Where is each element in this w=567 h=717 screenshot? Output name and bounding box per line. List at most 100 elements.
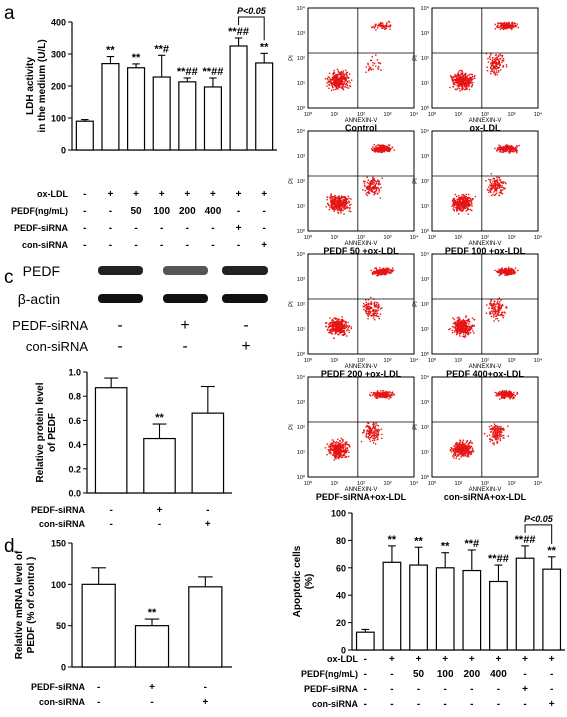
event-dot bbox=[372, 191, 374, 193]
event-dot bbox=[467, 455, 470, 457]
event-dot bbox=[345, 198, 348, 200]
event-dot bbox=[328, 84, 331, 86]
event-dot bbox=[348, 455, 350, 458]
event-dot bbox=[332, 448, 334, 450]
event-dot bbox=[462, 454, 464, 456]
event-dot bbox=[499, 184, 502, 186]
event-dot bbox=[372, 308, 374, 311]
event-dot bbox=[462, 80, 465, 82]
event-dot bbox=[333, 322, 335, 324]
flow-plot: 10⁰10⁰10¹10¹10²10²10³10³10⁴10⁴ANNEXIN-VP… bbox=[289, 374, 419, 502]
event-dot bbox=[494, 180, 497, 183]
y-tick-label: 10⁴ bbox=[297, 128, 306, 135]
event-dot bbox=[503, 22, 506, 24]
event-dot bbox=[458, 325, 460, 327]
event-dot bbox=[459, 81, 462, 83]
event-dot bbox=[332, 73, 334, 75]
event-dot bbox=[365, 193, 367, 195]
condition-value: + bbox=[180, 317, 189, 334]
condition-value: - bbox=[364, 699, 367, 710]
event-dot bbox=[338, 72, 341, 75]
event-dot bbox=[461, 203, 464, 205]
event-dot bbox=[498, 66, 500, 69]
y-tick-label: 10⁰ bbox=[421, 228, 430, 235]
event-dot bbox=[330, 196, 333, 198]
event-dot bbox=[460, 327, 463, 329]
event-dot bbox=[454, 201, 457, 204]
event-dot bbox=[471, 205, 473, 207]
event-dot bbox=[367, 69, 370, 72]
event-dot bbox=[512, 27, 514, 29]
event-dot bbox=[498, 61, 500, 63]
event-dot bbox=[471, 449, 474, 452]
event-dot bbox=[504, 27, 506, 30]
event-dot bbox=[490, 66, 492, 68]
event-dot bbox=[371, 181, 374, 183]
event-dot bbox=[457, 320, 460, 323]
event-dot bbox=[369, 394, 372, 397]
event-dot bbox=[510, 273, 512, 275]
event-dot bbox=[339, 321, 342, 324]
event-dot bbox=[492, 60, 495, 63]
event-dot bbox=[327, 204, 330, 206]
event-dot bbox=[495, 318, 497, 320]
event-dot bbox=[458, 447, 460, 449]
event-dot bbox=[453, 330, 456, 332]
event-dot bbox=[366, 188, 368, 190]
event-dot bbox=[384, 268, 387, 271]
event-dot bbox=[462, 79, 464, 81]
event-dot bbox=[372, 312, 374, 315]
condition-value: + bbox=[236, 223, 242, 234]
event-dot bbox=[343, 74, 346, 76]
event-dot bbox=[510, 267, 513, 270]
event-dot bbox=[340, 444, 343, 447]
event-dot bbox=[387, 395, 389, 397]
event-dot bbox=[462, 331, 465, 333]
event-dot bbox=[516, 146, 518, 148]
event-dot bbox=[453, 201, 455, 203]
bar bbox=[94, 387, 128, 494]
event-dot bbox=[470, 199, 472, 201]
event-dot bbox=[324, 78, 327, 80]
event-dot bbox=[499, 146, 502, 149]
x-axis-label: ANNEXIN-V bbox=[469, 241, 502, 247]
event-dot bbox=[375, 186, 378, 189]
event-dot bbox=[385, 27, 388, 29]
event-dot bbox=[345, 82, 348, 85]
event-dot bbox=[451, 325, 454, 328]
event-dot bbox=[500, 146, 503, 149]
event-dot bbox=[343, 201, 345, 203]
event-dot bbox=[460, 196, 463, 198]
event-dot bbox=[464, 204, 466, 206]
event-dot bbox=[466, 207, 469, 210]
event-dot bbox=[471, 75, 474, 78]
event-dot bbox=[390, 271, 393, 273]
event-dot bbox=[505, 269, 507, 271]
event-dot bbox=[388, 391, 390, 393]
event-dot bbox=[343, 78, 345, 80]
event-dot bbox=[505, 65, 508, 68]
event-dot bbox=[340, 75, 343, 77]
event-dot bbox=[465, 87, 467, 90]
event-dot bbox=[455, 206, 458, 209]
event-dot bbox=[498, 268, 500, 271]
event-dot bbox=[468, 78, 470, 81]
event-dot bbox=[328, 322, 331, 324]
event-dot bbox=[336, 79, 339, 81]
event-dot bbox=[334, 200, 337, 202]
event-dot bbox=[496, 270, 499, 272]
event-dot bbox=[494, 23, 496, 26]
event-dot bbox=[389, 271, 391, 274]
condition-value: + bbox=[261, 240, 267, 251]
blot-band bbox=[163, 294, 208, 303]
condition-value: - bbox=[204, 682, 207, 693]
event-dot bbox=[499, 271, 502, 274]
event-dot bbox=[369, 185, 372, 187]
event-dot bbox=[384, 394, 386, 396]
event-dot bbox=[331, 442, 334, 444]
event-dot bbox=[459, 443, 462, 446]
x-tick-label: 10⁰ bbox=[304, 111, 313, 118]
event-dot bbox=[340, 80, 342, 83]
event-dot bbox=[456, 202, 458, 204]
event-dot bbox=[497, 184, 499, 186]
